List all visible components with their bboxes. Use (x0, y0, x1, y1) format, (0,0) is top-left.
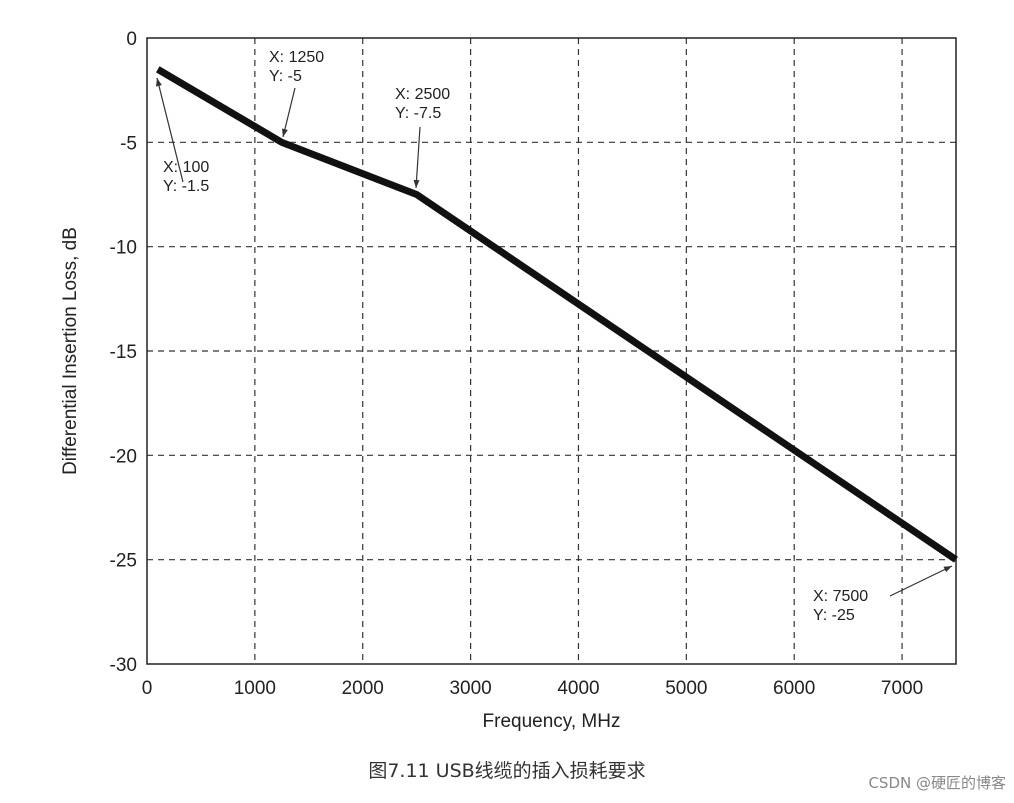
annotation-leader (415, 126, 421, 189)
annotation-layer: X: 100 Y: -1.5 X: 1250 Y: -5 X: 2500 Y: -7.5 X… (156, 49, 953, 624)
annotation-leader (889, 565, 953, 597)
y-tick-label: -20 (110, 446, 137, 467)
watermark: CSDN @硬匠的博客 (868, 774, 1006, 792)
annotation-arrowhead (943, 566, 952, 573)
annotation-arrowhead (281, 128, 288, 137)
y-tick-label: -5 (120, 133, 137, 154)
y-tick-label: 0 (126, 29, 137, 50)
annotation-y-label: Y: -5 (269, 68, 302, 85)
y-tick-label: -10 (110, 238, 137, 259)
x-tick-label: 1000 (234, 678, 276, 699)
x-tick-label: 2000 (342, 678, 384, 699)
figure-caption: 图7.11 USB线缆的插入损耗要求 (368, 760, 646, 782)
annotation-arrowhead (413, 179, 420, 188)
y-tick-label: -25 (110, 551, 137, 572)
y-tick-label: -30 (110, 655, 137, 676)
x-tick-label: 7000 (881, 678, 923, 699)
x-axis-ticks: 0 1000 2000 3000 4000 5000 6000 7000 (142, 678, 923, 699)
grid-lines (147, 38, 956, 664)
x-tick-label: 5000 (665, 678, 707, 699)
annotation-x-label: X: 1250 (269, 49, 324, 66)
annotation-leader (156, 77, 184, 183)
series-layer (156, 66, 958, 563)
insertion-loss-line (156, 66, 958, 563)
annotation-arrowhead (156, 78, 162, 87)
y-axis-title: Differential Insertion Loss, dB (60, 227, 81, 475)
x-tick-label: 3000 (449, 678, 491, 699)
annotation-leader (282, 87, 296, 138)
annotation-x-label: X: 7500 (813, 588, 868, 605)
annotation-x-label: X: 100 (163, 159, 209, 176)
annotation-y-label: Y: -25 (813, 607, 855, 624)
insertion-loss-chart: 0 1000 2000 3000 4000 5000 6000 7000 0 -5 -10 -15 -… (60, 29, 958, 732)
x-tick-label: 6000 (773, 678, 815, 699)
x-tick-label: 4000 (557, 678, 599, 699)
y-tick-label: -15 (110, 342, 137, 363)
x-axis-title: Frequency, MHz (483, 711, 621, 732)
y-axis-ticks: 0 -5 -10 -15 -20 -25 -30 (110, 29, 137, 676)
annotation-y-label: Y: -1.5 (163, 178, 209, 195)
plot-frame (146, 37, 957, 665)
x-tick-label: 0 (142, 678, 153, 699)
annotation-y-label: Y: -7.5 (395, 105, 441, 122)
annotation-x-label: X: 2500 (395, 86, 450, 103)
